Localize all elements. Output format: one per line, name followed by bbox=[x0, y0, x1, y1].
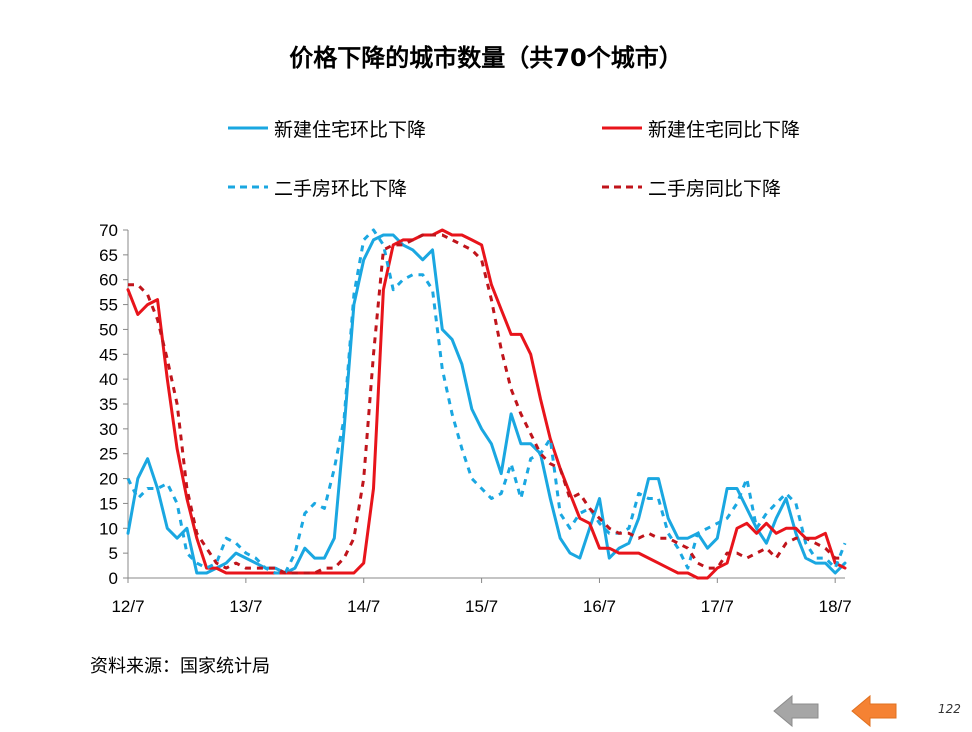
y-tick-label: 10 bbox=[99, 519, 118, 538]
x-tick-label: 18/7 bbox=[819, 597, 852, 616]
y-tick-label: 60 bbox=[99, 271, 118, 290]
legend-label: 二手房环比下降 bbox=[274, 177, 408, 200]
legend-label: 新建住宅环比下降 bbox=[274, 118, 427, 141]
gray-left-arrow-icon bbox=[773, 694, 819, 728]
x-tick-label: 12/7 bbox=[111, 597, 144, 616]
page-number: 122 bbox=[938, 702, 961, 716]
orange-left-arrow-icon bbox=[851, 694, 897, 728]
next-page-button[interactable] bbox=[850, 694, 898, 728]
series-line-3 bbox=[126, 228, 847, 575]
x-tick-label: 14/7 bbox=[347, 597, 380, 616]
y-tick-label: 70 bbox=[99, 221, 118, 240]
y-tick-label: 45 bbox=[99, 345, 118, 364]
y-tick-label: 40 bbox=[99, 370, 118, 389]
legend-swatch-solid-cyan-icon bbox=[228, 126, 268, 130]
y-tick-label: 65 bbox=[99, 246, 118, 265]
y-tick-label: 55 bbox=[99, 296, 118, 315]
legend-item-new-home-mom: 新建住宅环比下降 bbox=[228, 113, 426, 143]
chart-title: 价格下降的城市数量（共70个城市） bbox=[289, 44, 683, 72]
legend-label: 二手房同比下降 bbox=[648, 177, 782, 200]
legend-swatch-dashed-cyan-icon bbox=[228, 185, 268, 189]
y-tick-label: 0 bbox=[109, 569, 118, 588]
y-tick-label: 30 bbox=[99, 420, 118, 439]
y-tick-label: 25 bbox=[99, 445, 118, 464]
y-tick-label: 15 bbox=[99, 494, 118, 513]
series-line-1 bbox=[126, 233, 847, 575]
source-note: 资料来源：国家统计局 bbox=[90, 656, 270, 677]
x-tick-label: 17/7 bbox=[701, 597, 734, 616]
legend-item-resale-mom: 二手房环比下降 bbox=[228, 172, 407, 202]
x-tick-label: 15/7 bbox=[465, 597, 498, 616]
x-tick-label: 16/7 bbox=[583, 597, 616, 616]
y-tick-label: 35 bbox=[99, 395, 118, 414]
legend-swatch-solid-red-icon bbox=[602, 126, 642, 130]
series-line-2 bbox=[126, 228, 847, 580]
legend-label: 新建住宅同比下降 bbox=[648, 118, 801, 141]
legend-item-new-home-yoy: 新建住宅同比下降 bbox=[602, 113, 800, 143]
y-tick-label: 20 bbox=[99, 470, 118, 489]
y-tick-label: 50 bbox=[99, 320, 118, 339]
x-tick-label: 13/7 bbox=[229, 597, 262, 616]
y-tick-label: 5 bbox=[109, 544, 118, 563]
prev-page-button[interactable] bbox=[772, 694, 820, 728]
series-line-4 bbox=[128, 233, 845, 575]
legend-item-resale-yoy: 二手房同比下降 bbox=[602, 172, 781, 202]
legend-swatch-dashed-darkred-icon bbox=[602, 185, 642, 189]
